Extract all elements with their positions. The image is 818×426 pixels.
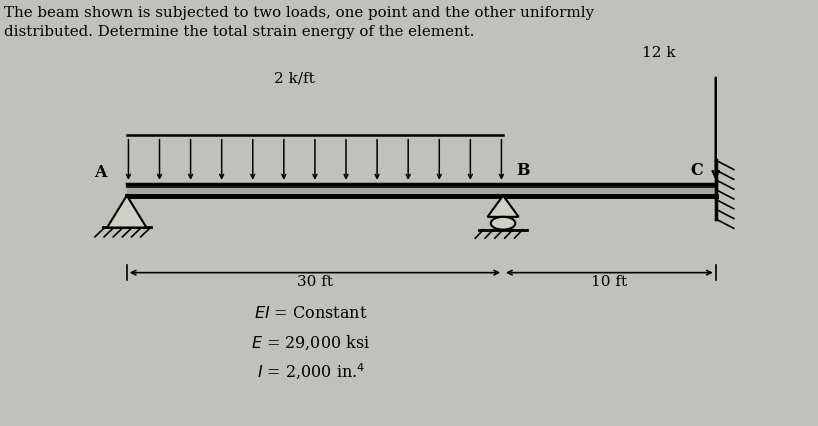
Text: $I$ = 2,000 in.$^{4}$: $I$ = 2,000 in.$^{4}$ bbox=[257, 362, 365, 382]
Text: $E$ = 29,000 ksi: $E$ = 29,000 ksi bbox=[251, 334, 371, 352]
Text: The beam shown is subjected to two loads, one point and the other uniformly
dist: The beam shown is subjected to two loads… bbox=[4, 6, 594, 39]
Circle shape bbox=[491, 217, 515, 230]
Text: $EI$ = Constant: $EI$ = Constant bbox=[254, 305, 367, 322]
Text: 30 ft: 30 ft bbox=[297, 275, 333, 289]
Text: A: A bbox=[94, 164, 107, 181]
Text: C: C bbox=[690, 162, 703, 179]
Polygon shape bbox=[488, 196, 519, 217]
Text: 12 k: 12 k bbox=[641, 46, 676, 60]
FancyBboxPatch shape bbox=[127, 184, 716, 196]
Polygon shape bbox=[107, 196, 146, 227]
Text: 10 ft: 10 ft bbox=[591, 275, 627, 289]
Text: 2 k/ft: 2 k/ft bbox=[274, 72, 315, 86]
Text: B: B bbox=[516, 162, 530, 179]
